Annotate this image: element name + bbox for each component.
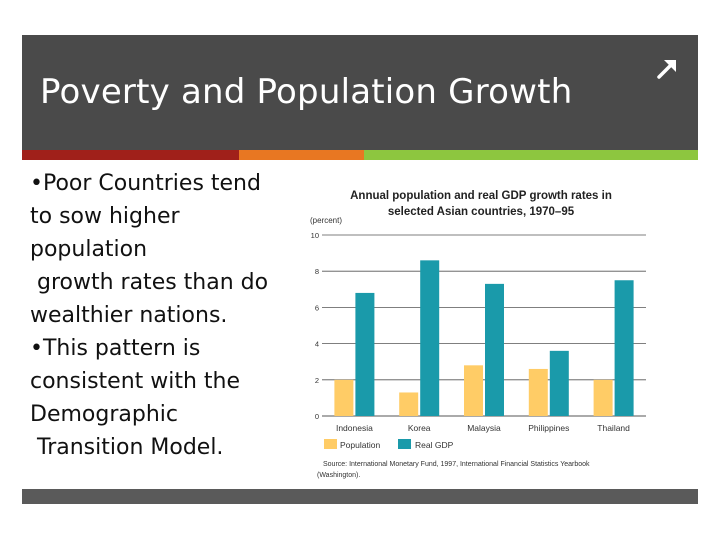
y-tick-label: 10 xyxy=(311,231,319,240)
y-axis-label: (percent) xyxy=(310,216,342,225)
accent-stripe-orange xyxy=(239,150,364,160)
bar-population-thailand xyxy=(593,379,613,416)
growth-rate-chart: Annual population and real GDP growth ra… xyxy=(310,190,646,479)
bar-real-gdp-philippines xyxy=(549,350,569,416)
bullet-line: consistent with the xyxy=(30,369,241,394)
chart-title-line-2: selected Asian countries, 1970–95 xyxy=(388,206,575,218)
bar-population-korea xyxy=(399,392,419,416)
bullet-line: •Poor Countries tend xyxy=(30,171,261,196)
legend-swatch-population xyxy=(324,439,337,449)
bar-real-gdp-malaysia xyxy=(485,283,504,416)
legend-label-real-gdp: Real GDP xyxy=(415,440,454,450)
y-tick-label: 6 xyxy=(315,303,319,312)
bar-population-malaysia xyxy=(464,365,483,416)
bullet-line: wealthier nations. xyxy=(30,303,228,328)
bar-real-gdp-korea xyxy=(420,260,440,416)
chart-source-line-2: (Washington). xyxy=(317,472,360,479)
x-tick-label: Korea xyxy=(408,423,431,433)
arrow-up-right-icon xyxy=(657,60,676,79)
accent-stripe-red xyxy=(22,150,239,160)
bar-population-philippines xyxy=(528,368,548,416)
bar-population-indonesia xyxy=(334,379,354,416)
bar-real-gdp-indonesia xyxy=(355,292,375,416)
bullet-line: growth rates than do xyxy=(30,270,269,295)
chart-source-line-1: Source: International Monetary Fund, 199… xyxy=(323,461,590,468)
slide-title: Poverty and Population Growth xyxy=(40,72,573,112)
legend-swatch-real-gdp xyxy=(398,439,411,449)
bullet-line: Transition Model. xyxy=(30,435,224,460)
chart-title-line-1: Annual population and real GDP growth ra… xyxy=(350,190,612,202)
body-text: •Poor Countries tend to sow higher popul… xyxy=(30,167,315,464)
legend-label-population: Population xyxy=(340,440,380,450)
x-tick-label: Indonesia xyxy=(336,423,373,433)
y-tick-label: 2 xyxy=(315,376,319,385)
bullet-line: •This pattern is xyxy=(30,336,201,361)
x-tick-label: Philippines xyxy=(528,423,569,433)
bar-real-gdp-thailand xyxy=(614,280,634,416)
x-tick-label: Malaysia xyxy=(467,423,501,433)
bullet-line: Demographic xyxy=(30,402,178,427)
x-tick-label: Thailand xyxy=(597,423,630,433)
y-tick-label: 4 xyxy=(315,340,319,349)
bottom-bar xyxy=(22,489,698,504)
accent-stripe-green xyxy=(364,150,698,160)
bullet-line: to sow higher xyxy=(30,204,180,229)
bullet-line: population xyxy=(30,237,148,262)
y-tick-label: 8 xyxy=(315,267,319,276)
title-bar xyxy=(22,35,698,150)
y-tick-label: 0 xyxy=(315,412,319,421)
